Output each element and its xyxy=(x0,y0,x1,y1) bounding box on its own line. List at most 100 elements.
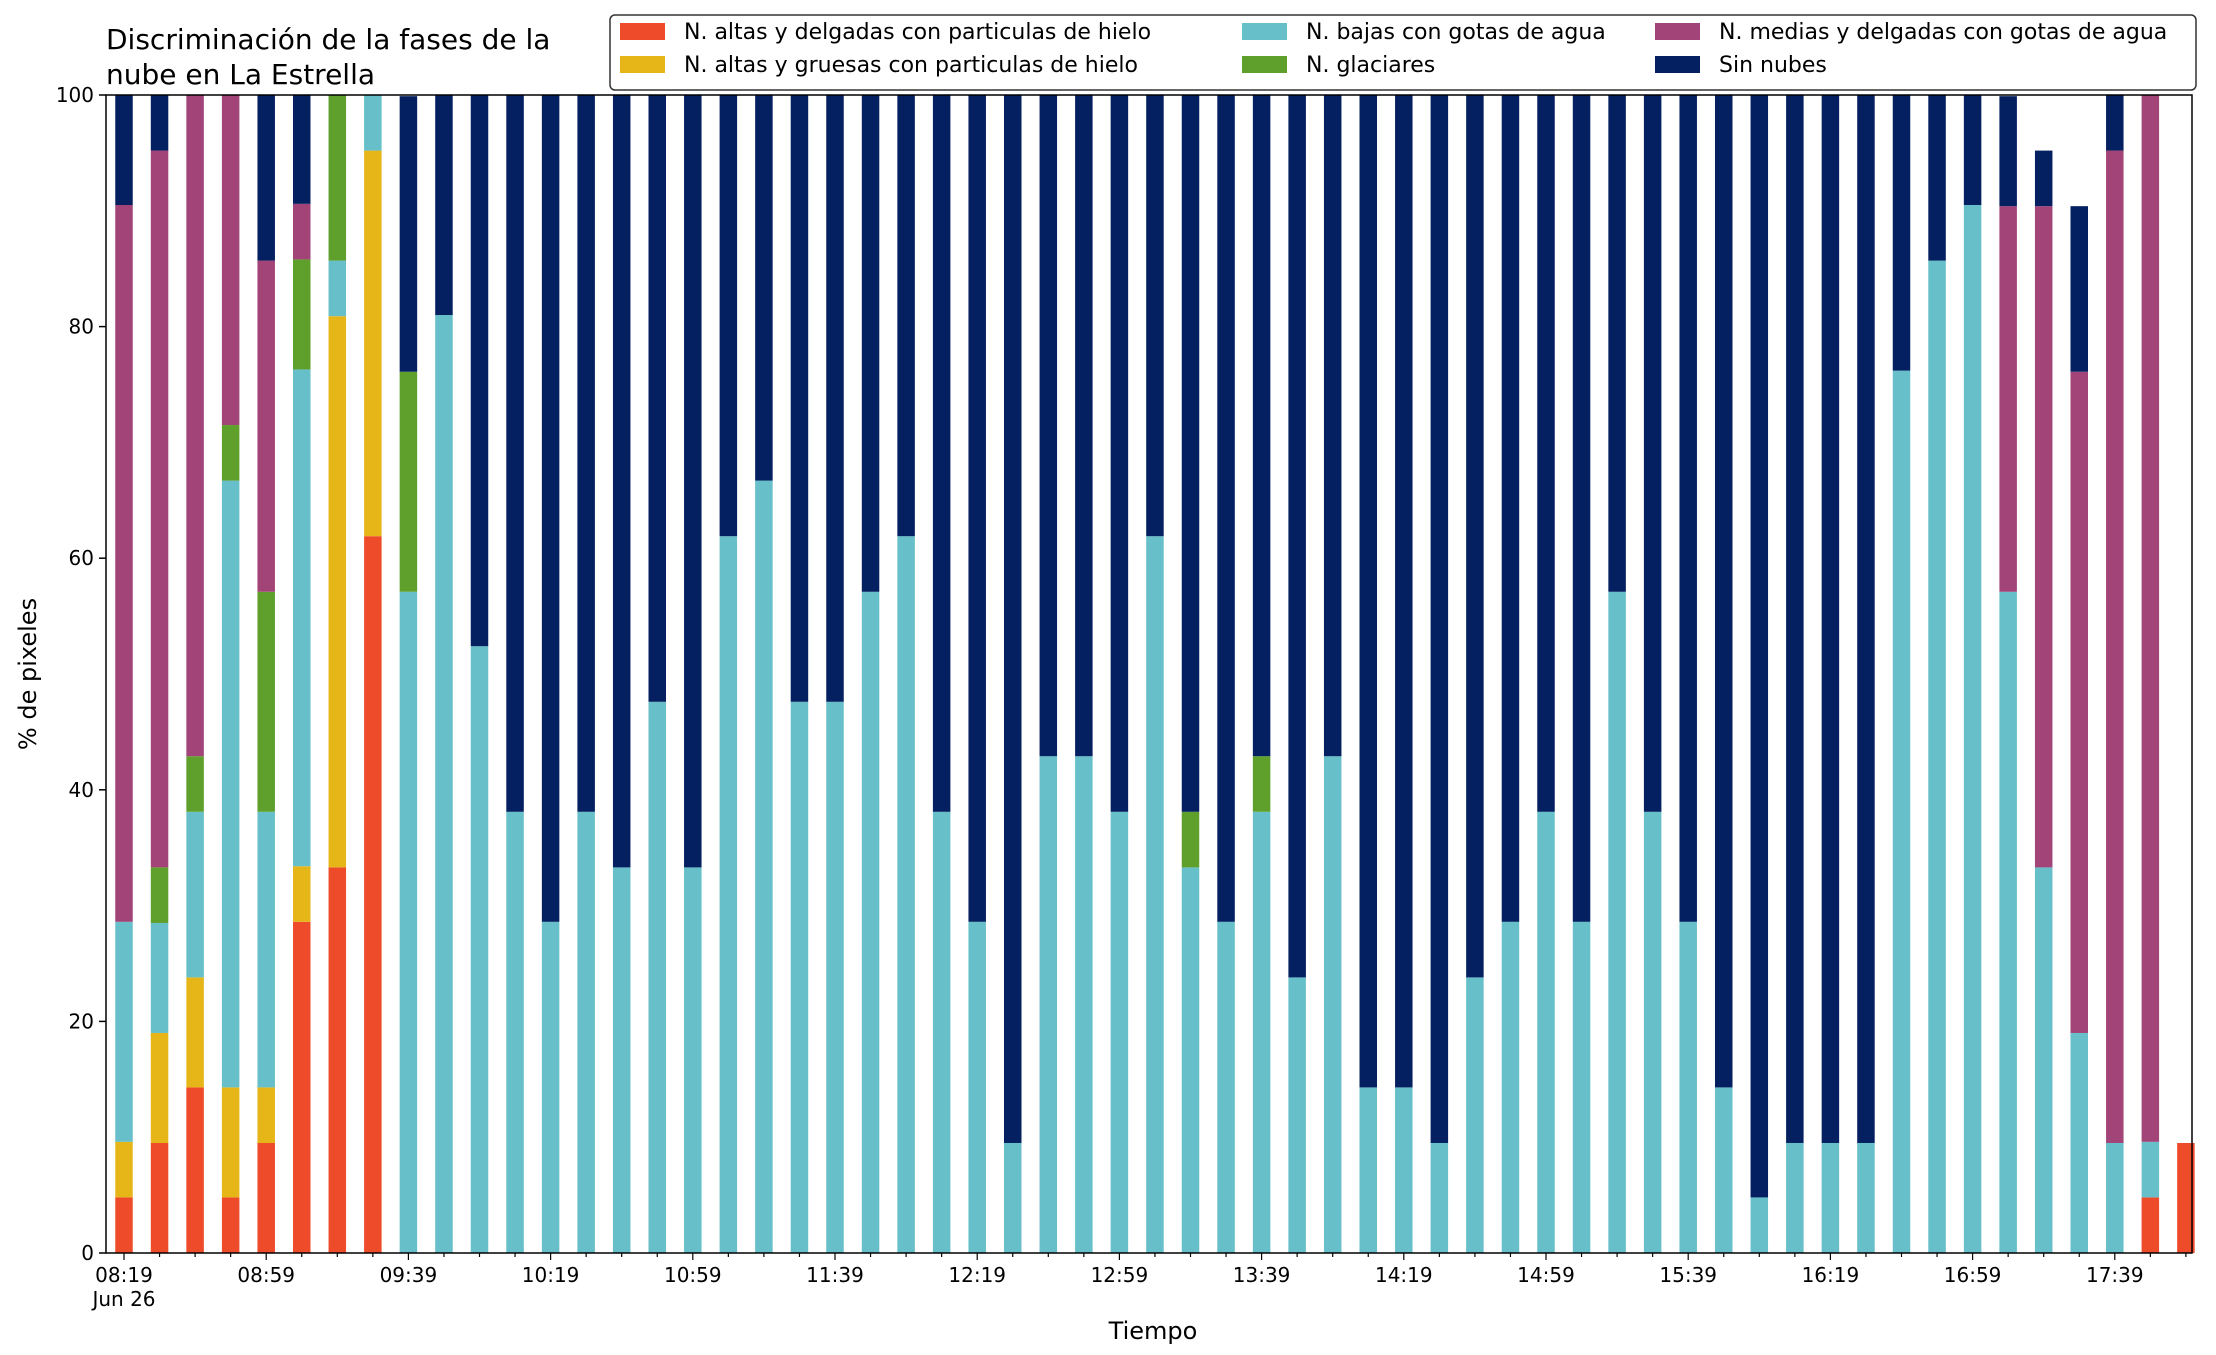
bar-segment-s2-t37 xyxy=(1430,1142,1449,1253)
bar-segment-s5-t29 xyxy=(1146,95,1164,537)
bars-layer xyxy=(115,95,2195,1254)
bar-segment-s2-t11 xyxy=(506,811,524,1253)
legend-label-4: N. medias y delgadas con gotas de agua xyxy=(1719,20,2167,45)
bar-segment-s2-t53 xyxy=(1999,591,2017,1253)
bar-segment-s5-t53 xyxy=(1999,96,2017,207)
bar-segment-s0-t2 xyxy=(186,1087,204,1253)
x-tick-label: 10:19 xyxy=(522,1263,580,1287)
bar-segment-s2-t57 xyxy=(2141,1141,2160,1198)
legend-swatch-4 xyxy=(1655,23,1700,40)
bar-segment-s4-t53 xyxy=(1999,206,2017,592)
bar-segment-s5-t43 xyxy=(1643,95,1662,812)
bar-segment-s3-t3 xyxy=(221,425,240,481)
bar-segment-s0-t0 xyxy=(115,1197,133,1253)
bar-segment-s5-t10 xyxy=(470,95,489,647)
bar-segment-s2-t3 xyxy=(221,480,240,1088)
bar-segment-s4-t54 xyxy=(2034,206,2053,868)
bar-segment-s5-t48 xyxy=(1821,95,1840,1143)
bar-segment-s0-t57 xyxy=(2141,1197,2160,1253)
bar-segment-s2-t40 xyxy=(1537,811,1555,1253)
bar-segment-s5-t20 xyxy=(826,95,844,702)
x-tick-label: 14:19 xyxy=(1375,1263,1433,1287)
bar-segment-s4-t5 xyxy=(293,203,311,260)
legend-label-3: N. glaciares xyxy=(1306,53,1435,78)
bar-segment-s2-t21 xyxy=(861,591,880,1253)
bar-segment-s2-t47 xyxy=(1786,1142,1804,1253)
bar-segment-s5-t26 xyxy=(1039,95,1058,757)
bar-segment-s2-t17 xyxy=(719,536,738,1253)
bar-segment-s4-t57 xyxy=(2141,95,2160,1142)
legend-box xyxy=(609,14,2197,91)
bar-segment-s5-t34 xyxy=(1323,95,1342,757)
legend-label-0: N. altas y delgadas con particulas de hi… xyxy=(684,20,1151,45)
legend-swatch-5 xyxy=(1655,56,1700,73)
bar-segment-s4-t1 xyxy=(150,150,169,868)
legend-label-5: Sin nubes xyxy=(1719,53,1827,78)
bar-segment-s5-t33 xyxy=(1288,95,1306,978)
bar-segment-s2-t45 xyxy=(1715,1087,1733,1253)
bar-segment-s1-t2 xyxy=(186,977,204,1088)
bar-segment-s5-t18 xyxy=(755,95,773,481)
x-tick-label: 12:59 xyxy=(1091,1263,1149,1287)
bar-segment-s2-t7 xyxy=(364,95,382,151)
bar-segment-s3-t1 xyxy=(150,867,169,923)
bar-segment-s2-t32 xyxy=(1252,811,1271,1253)
bar-segment-s2-t35 xyxy=(1359,1087,1377,1253)
x-tick-label: 16:19 xyxy=(1802,1263,1860,1287)
x-tick-label: 09:39 xyxy=(380,1263,438,1287)
bar-segment-s5-t28 xyxy=(1110,95,1129,812)
bar-segment-s2-t28 xyxy=(1110,811,1129,1253)
bar-segment-s5-t47 xyxy=(1786,95,1804,1143)
bar-segment-s3-t30 xyxy=(1181,811,1200,868)
bar-segment-s5-t24 xyxy=(968,95,986,922)
bar-segment-s0-t6 xyxy=(328,867,347,1253)
bar-segment-s5-t56 xyxy=(2106,95,2124,151)
y-tick-label: 60 xyxy=(69,546,94,570)
y-axis-label: % de pixeles xyxy=(14,598,42,750)
x-axis: 08:19 08:59 09:39 10:19 10:59 11:39 12:19 12:59… xyxy=(90,1253,2187,1311)
bar-segment-s2-t29 xyxy=(1146,536,1164,1253)
bar-segment-s2-t15 xyxy=(648,701,666,1253)
bar-segment-s3-t32 xyxy=(1252,756,1271,812)
bar-segment-s1-t0 xyxy=(115,1141,133,1198)
x-tick-label: 12:19 xyxy=(948,1263,1006,1287)
x-tick-label: 17:39 xyxy=(2086,1263,2144,1287)
bar-segment-s4-t3 xyxy=(221,95,240,426)
bar-segment-s2-t27 xyxy=(1075,756,1093,1253)
y-tick-label: 80 xyxy=(69,315,94,339)
bar-segment-s5-t9 xyxy=(435,95,453,316)
bar-segment-s2-t24 xyxy=(968,921,986,1253)
x-tick-label: 14:59 xyxy=(1517,1263,1575,1287)
bar-segment-s1-t7 xyxy=(364,150,382,537)
bar-segment-s5-t4 xyxy=(257,95,275,261)
bar-segment-s1-t4 xyxy=(257,1087,275,1143)
bar-segment-s5-t8 xyxy=(399,96,418,372)
bar-segment-s2-t0 xyxy=(115,921,133,1142)
bar-segment-s5-t49 xyxy=(1857,95,1875,1143)
bar-segment-s2-t26 xyxy=(1039,756,1058,1253)
bar-segment-s2-t56 xyxy=(2106,1142,2124,1253)
bar-segment-s2-t50 xyxy=(1892,370,1911,1254)
bar-segment-s2-t18 xyxy=(755,480,773,1253)
bar-segment-s5-t39 xyxy=(1501,95,1520,922)
bar-segment-s2-t25 xyxy=(1004,1142,1022,1253)
bar-segment-s0-t3 xyxy=(221,1197,240,1253)
legend-swatch-3 xyxy=(1242,56,1287,73)
x-tick-label: 16:59 xyxy=(1944,1263,2002,1287)
bar-segment-s2-t42 xyxy=(1608,591,1626,1253)
bar-segment-s5-t30 xyxy=(1181,95,1200,812)
legend-swatch-2 xyxy=(1242,23,1287,40)
x-tick-label: 13:39 xyxy=(1233,1263,1291,1287)
x-tick-sublabel: Jun 26 xyxy=(90,1287,155,1311)
bar-segment-s2-t30 xyxy=(1181,867,1200,1253)
bar-segment-s1-t3 xyxy=(221,1087,240,1198)
bar-segment-s2-t49 xyxy=(1857,1142,1875,1253)
legend-swatch-0 xyxy=(620,23,665,40)
chart-title-line-2: nube en La Estrella xyxy=(106,58,375,91)
legend: N. altas y delgadas con particulas de hi… xyxy=(609,14,2197,91)
bar-segment-s5-t22 xyxy=(897,95,915,537)
bar-segment-s5-t23 xyxy=(932,95,951,812)
legend-label-1: N. altas y gruesas con particulas de hie… xyxy=(684,53,1138,78)
bar-segment-s5-t21 xyxy=(861,95,880,592)
bar-segment-s2-t43 xyxy=(1643,811,1662,1253)
